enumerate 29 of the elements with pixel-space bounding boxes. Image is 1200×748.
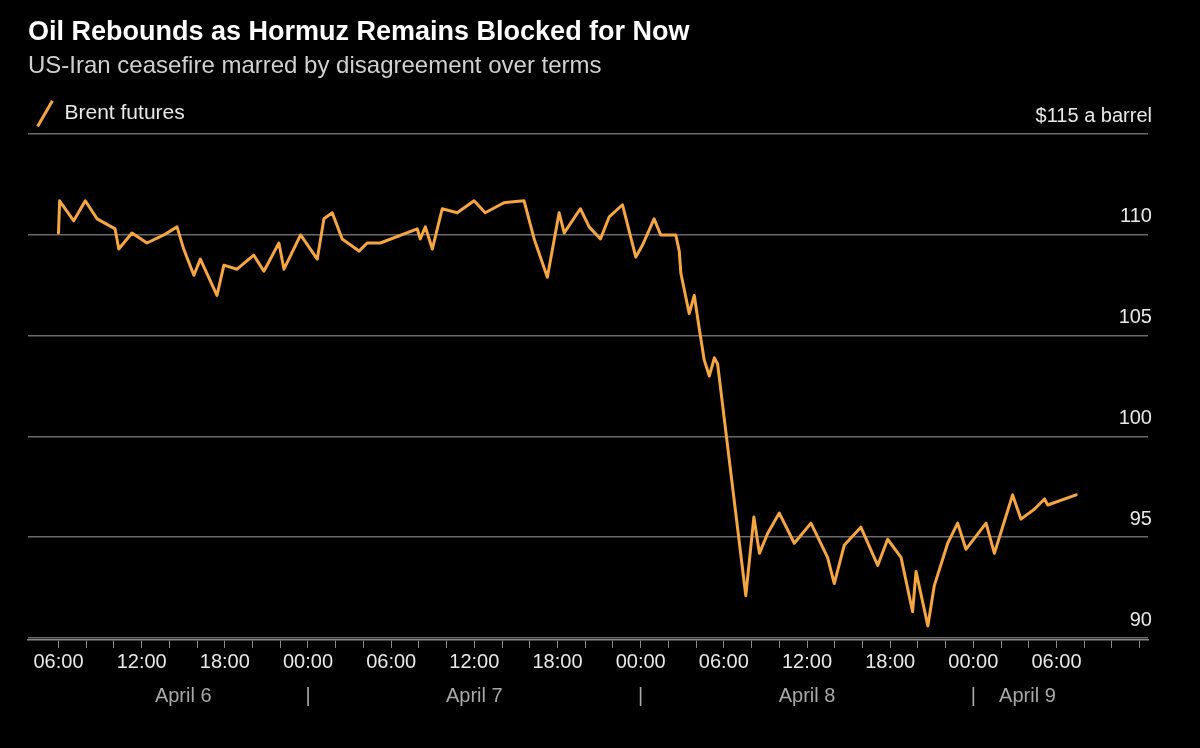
x2-tick-label: April 8 [778, 683, 836, 706]
y-tick-label: 90 [1129, 607, 1152, 630]
x-tick-label: 12:00 [449, 649, 500, 672]
y-tick-label: 110 [1120, 204, 1152, 227]
chart-subtitle: US-Iran ceasefire marred by disagreement over terms [28, 51, 602, 79]
x-tick-label: 06:00 [698, 649, 749, 672]
x-tick-label: 18:00 [865, 649, 916, 672]
x-tick-label: 06:00 [33, 649, 84, 672]
x-tick-label: 00:00 [282, 649, 334, 672]
x2-tick-label: April 7 [445, 683, 503, 706]
x2-tick-label: | [305, 683, 311, 706]
x-tick-label: 18:00 [199, 649, 250, 672]
y-tick-label: 105 [1118, 305, 1152, 328]
y-tick-label: $115 a barrel [1035, 103, 1152, 126]
x2-tick-label: April 9 [999, 683, 1056, 706]
x2-tick-label: | [970, 683, 976, 706]
x-tick-label: 00:00 [615, 649, 666, 672]
legend-label: Brent futures [64, 100, 185, 124]
x2-tick-label: April 6 [154, 683, 212, 706]
x-tick-label: 00:00 [948, 649, 999, 672]
y-tick-label: 95 [1129, 506, 1152, 529]
x-tick-label: 18:00 [532, 649, 583, 672]
y-tick-label: 100 [1118, 405, 1152, 428]
x2-tick-label: | [638, 683, 644, 706]
x-tick-label: 06:00 [366, 649, 417, 672]
chart-title: Oil Rebounds as Hormuz Remains Blocked for Now [28, 15, 691, 46]
x-tick-label: 12:00 [781, 649, 833, 672]
x-tick-label: 12:00 [116, 649, 167, 672]
x-tick-label: 06:00 [1031, 649, 1082, 672]
